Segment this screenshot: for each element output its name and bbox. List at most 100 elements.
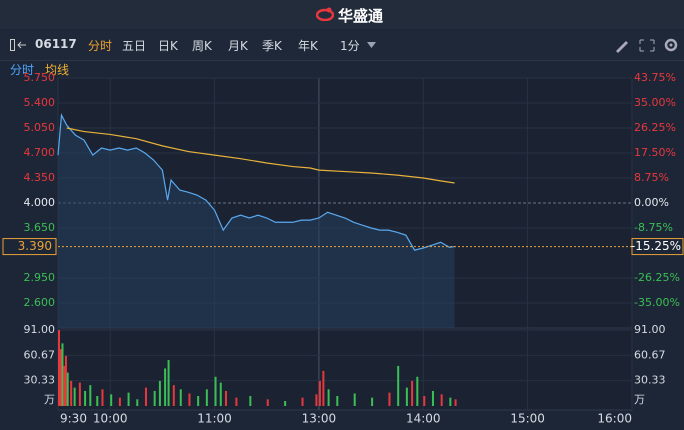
interval[interactable]: 1分 <box>340 39 360 53</box>
y-tick-label: 3.650 <box>24 221 56 234</box>
tab[interactable]: 月K <box>228 39 248 53</box>
y-tick-label: 2.600 <box>24 296 56 309</box>
volume-bar <box>101 389 104 406</box>
last-price-box <box>2 238 57 256</box>
tab[interactable]: 年K <box>298 39 318 53</box>
volume-bar <box>449 397 452 406</box>
volume-bar <box>318 380 321 406</box>
x-tick-label: 16:00 <box>597 412 632 426</box>
volume-bar <box>89 385 92 406</box>
volume-bar <box>164 368 167 406</box>
volume-bar <box>214 376 217 406</box>
x-tick-label: 15:00 <box>510 412 545 426</box>
volume-bar <box>371 397 374 406</box>
volume-bar <box>205 389 208 406</box>
y2-tick-label: 60.67 <box>634 348 666 361</box>
volume-bar <box>84 390 87 406</box>
y-tick-label: 60.67 <box>24 348 56 361</box>
tab[interactable]: 分时 <box>88 39 113 53</box>
y-tick-label: 91.00 <box>24 323 56 336</box>
volume-bar <box>110 394 113 406</box>
y2-tick-label: 35.00% <box>634 96 676 109</box>
y2-tick-label: 17.50% <box>634 146 676 159</box>
volume-bar <box>322 370 325 406</box>
price-line <box>66 127 455 184</box>
subtab[interactable]: 分时 <box>10 63 35 77</box>
volume-bar <box>440 394 443 406</box>
volume-bar <box>153 390 156 406</box>
logo-icon <box>316 7 334 21</box>
y-tick-label: 2.950 <box>24 271 56 284</box>
volume-bar <box>78 382 81 406</box>
x-tick-label: 11:00 <box>197 412 232 426</box>
volume-unit: 万 <box>44 393 55 406</box>
volume-bar <box>454 399 457 406</box>
volume-bar <box>59 349 62 406</box>
stock-code: 06117 <box>35 37 77 51</box>
volume-bar <box>266 399 269 406</box>
volume-bar <box>327 389 330 406</box>
volume-bar <box>127 392 130 406</box>
volume-bar <box>197 395 200 406</box>
volume-bar <box>315 394 318 406</box>
volume-bar <box>405 387 408 406</box>
x-tick-label: 9:30 <box>60 412 87 426</box>
volume-bar <box>136 399 139 406</box>
volume-bar <box>158 380 161 406</box>
volume-bar <box>172 385 175 406</box>
volume-bar <box>63 365 66 406</box>
volume-bar <box>416 376 419 406</box>
y-tick-label: 5.400 <box>24 96 56 109</box>
tab[interactable]: 周K <box>192 39 212 53</box>
volume-bar <box>336 395 339 406</box>
header: 华盛通 <box>0 0 684 29</box>
y2-tick-label: 0.00% <box>634 196 669 209</box>
y2-tick-label: 43.75% <box>634 71 676 84</box>
volume-bar <box>411 380 414 406</box>
brand: 华盛通 <box>338 7 384 25</box>
volume-bar <box>144 387 147 406</box>
volume-bar <box>249 395 252 406</box>
volume-bar <box>219 382 222 406</box>
x-tick-label: 13:00 <box>302 412 337 426</box>
volume-bar <box>70 380 73 406</box>
y-tick-label: 5.050 <box>24 121 56 134</box>
volume-bar <box>431 390 434 406</box>
volume-bar <box>96 395 99 406</box>
volume-bar <box>66 372 69 406</box>
y-tick-label: 5.750 <box>24 71 56 84</box>
toolbar: 06117 分时 五日 日K 周K 月K 季K 年K 1分 <box>0 30 684 61</box>
tool-icons[interactable] <box>614 37 680 53</box>
price-area <box>58 115 455 329</box>
tab[interactable]: 日K <box>158 39 178 53</box>
dropdown-icon[interactable] <box>367 42 376 48</box>
last-change-label: -15.25% <box>631 239 681 253</box>
volume-bar <box>61 343 64 406</box>
volume-panel <box>57 329 633 411</box>
x-tick-label: 10:00 <box>93 412 128 426</box>
volume-bar <box>64 355 67 406</box>
y-tick-label: 30.33 <box>24 374 56 387</box>
volume-bar <box>58 330 60 406</box>
price-line <box>57 113 455 251</box>
y2-tick-label: 8.75% <box>634 171 669 184</box>
volume-bar <box>388 392 391 406</box>
volume-bar <box>235 397 238 406</box>
y-tick-label: 4.350 <box>24 171 56 184</box>
y2-tick-label: -35.00% <box>634 296 680 309</box>
last-change-box <box>631 238 684 256</box>
tab[interactable]: 季K <box>262 39 282 53</box>
y2-tick-label: -26.25% <box>634 271 680 284</box>
volume-bar <box>301 397 304 406</box>
subtab[interactable]: 均线 <box>45 63 70 77</box>
tab[interactable]: 五日 <box>122 39 147 53</box>
volume-bar <box>397 365 400 406</box>
volume-bar <box>167 360 170 406</box>
y-tick-label: 4.700 <box>24 146 56 159</box>
x-tick-label: 14:00 <box>406 412 441 426</box>
volume-bar <box>188 393 191 406</box>
back-icon[interactable] <box>10 39 28 51</box>
volume-bar <box>353 393 356 406</box>
volume-bar <box>118 397 121 406</box>
